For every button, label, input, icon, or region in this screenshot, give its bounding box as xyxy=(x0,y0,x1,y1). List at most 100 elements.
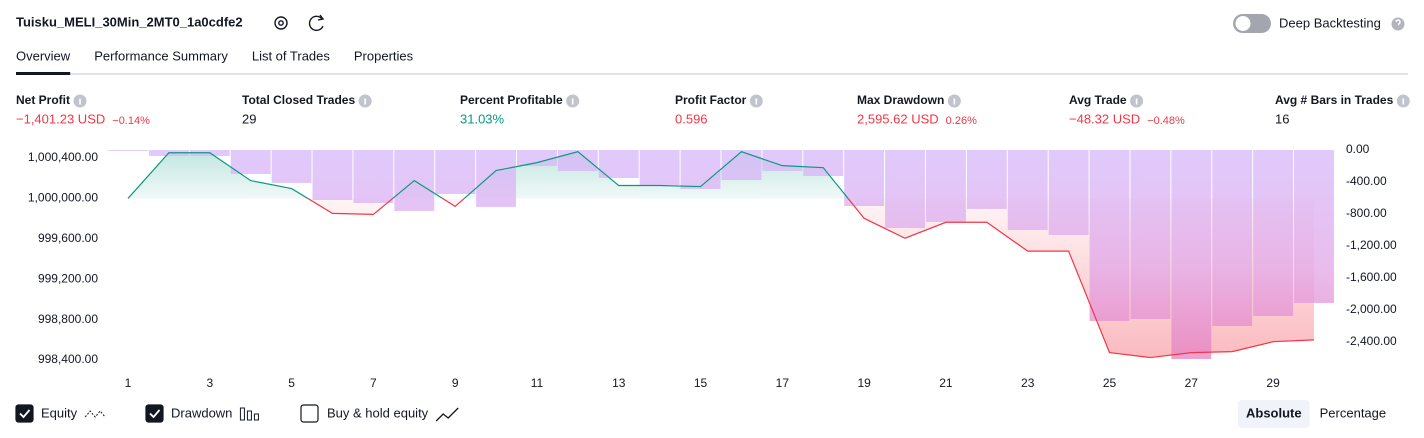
metric-label: Avg Trade xyxy=(1069,93,1127,107)
info-icon-mark xyxy=(571,98,574,105)
metric-change: −0.48% xyxy=(1147,115,1185,127)
tab[interactable]: List of Trades xyxy=(252,48,331,63)
metric-value: 2,595.62 USD xyxy=(857,111,939,126)
y-tick-label: 998,400.00 xyxy=(38,352,98,366)
drawdown-bar xyxy=(803,150,844,176)
x-tick-label: 27 xyxy=(1185,376,1199,390)
drawdown-bar xyxy=(271,150,312,183)
scale-mode-bg xyxy=(1238,400,1310,428)
checkmark xyxy=(149,409,161,419)
strategy-title: Tuisku_MELI_30Min_2MT0_1a0cdfe2 xyxy=(16,14,243,29)
x-tick-label: 5 xyxy=(288,376,295,390)
metric-label: Avg # Bars in Trades xyxy=(1275,93,1394,107)
tab[interactable]: Performance Summary xyxy=(94,48,228,63)
drawdown-bar xyxy=(435,150,476,194)
metric-value: −1,401.23 USD xyxy=(16,111,105,126)
y2-tick-label: -2,400.00 xyxy=(1346,334,1397,348)
drawdown-bar xyxy=(230,150,271,174)
drawdown-bar xyxy=(312,150,353,200)
scale-mode[interactable]: Percentage xyxy=(1320,405,1387,420)
settings-icon[interactable] xyxy=(274,16,288,30)
tab[interactable]: Overview xyxy=(16,48,71,63)
drawdown-bar xyxy=(639,150,680,185)
y2-tick-label: -800.00 xyxy=(1346,206,1387,220)
info-icon-mark xyxy=(953,98,956,105)
scale-mode[interactable]: Absolute xyxy=(1246,405,1302,420)
refresh-icon[interactable] xyxy=(308,14,325,32)
drawdown-legend-icon xyxy=(239,407,259,421)
checkbox[interactable] xyxy=(15,404,34,423)
metric-label: Profit Factor xyxy=(675,93,747,107)
y-tick-label: 1,000,000.00 xyxy=(28,191,98,205)
drawdown-bar xyxy=(966,150,1007,209)
toggle-label: Deep Backtesting xyxy=(1279,15,1381,30)
x-tick-label: 23 xyxy=(1021,376,1035,390)
tab[interactable]: Properties xyxy=(354,48,414,63)
x-tick-label: 3 xyxy=(206,376,213,390)
drawdown-bar xyxy=(476,150,517,207)
x-tick-label: 25 xyxy=(1103,376,1117,390)
metric-label: Total Closed Trades xyxy=(242,93,355,107)
info-icon-mark xyxy=(364,98,366,105)
y-tick-label: 999,600.00 xyxy=(38,231,98,245)
metric-value: 0.596 xyxy=(675,111,708,126)
drawdown-bar xyxy=(517,150,557,166)
x-tick-label: 11 xyxy=(531,376,544,390)
checkmark xyxy=(19,409,31,419)
metric-change: −0.14% xyxy=(112,115,150,127)
y2-tick-label: -1,200.00 xyxy=(1346,238,1397,252)
y-tick-label: 1,000,400.00 xyxy=(28,150,98,164)
y-tick-label: 998,800.00 xyxy=(38,312,98,326)
drawdown-bar xyxy=(353,150,394,203)
metric-change: 0.26% xyxy=(946,115,977,127)
metric-value: −48.32 USD xyxy=(1069,111,1140,126)
info-icon-mark xyxy=(1135,98,1138,105)
drawdown-bar xyxy=(721,150,762,180)
metric-value: 29 xyxy=(242,111,256,126)
drawdown-bar xyxy=(1212,150,1253,326)
buyhold-legend-icon xyxy=(435,407,459,422)
drawdown-bar xyxy=(1007,150,1048,230)
drawdown-bar xyxy=(885,150,925,228)
x-tick-label: 29 xyxy=(1266,376,1280,390)
checkbox[interactable] xyxy=(300,404,319,423)
x-tick-label: 15 xyxy=(694,376,708,390)
drawdown-bar xyxy=(557,150,598,171)
y2-tick-label: -2,000.00 xyxy=(1346,302,1397,316)
metric-label: Percent Profitable xyxy=(460,93,563,107)
drawdown-bar xyxy=(1171,150,1212,359)
y2-tick-label: -400.00 xyxy=(1346,174,1387,188)
metric-value: 16 xyxy=(1275,111,1289,126)
legend-label: Equity xyxy=(41,405,78,420)
metric-value: 31.03% xyxy=(460,111,505,126)
x-tick-label: 7 xyxy=(370,376,377,390)
equity-line xyxy=(127,151,1315,359)
drawdown-bar xyxy=(844,150,885,206)
deep-backtesting-toggle[interactable] xyxy=(1233,14,1271,33)
legend-label: Buy & hold equity xyxy=(327,405,429,420)
info-icon-mark xyxy=(1402,98,1405,105)
y-tick-label: 999,200.00 xyxy=(38,271,98,285)
x-tick-label: 19 xyxy=(857,376,871,390)
drawdown-bar xyxy=(1130,150,1171,319)
drawdown-bar xyxy=(1089,150,1130,321)
equity-legend-icon xyxy=(84,410,106,418)
drawdown-bar xyxy=(1048,150,1089,235)
drawdown-bar xyxy=(1294,150,1334,303)
info-icon-mark xyxy=(79,98,81,105)
x-tick-label: 21 xyxy=(939,376,953,390)
x-tick-label: 9 xyxy=(452,376,459,390)
tab-underline xyxy=(16,72,71,75)
y2-tick-label: -1,600.00 xyxy=(1346,270,1397,284)
legend-label: Drawdown xyxy=(171,405,232,420)
help-icon[interactable] xyxy=(1391,17,1405,31)
y2-tick-label: 0.00 xyxy=(1346,142,1370,156)
metric-label: Net Profit xyxy=(16,93,70,107)
x-tick-label: 13 xyxy=(612,376,626,390)
x-tick-label: 1 xyxy=(125,376,132,390)
drawdown-bar xyxy=(680,150,721,189)
drawdown-bar xyxy=(598,150,639,178)
checkbox[interactable] xyxy=(145,404,164,423)
info-icon-mark xyxy=(755,98,758,105)
